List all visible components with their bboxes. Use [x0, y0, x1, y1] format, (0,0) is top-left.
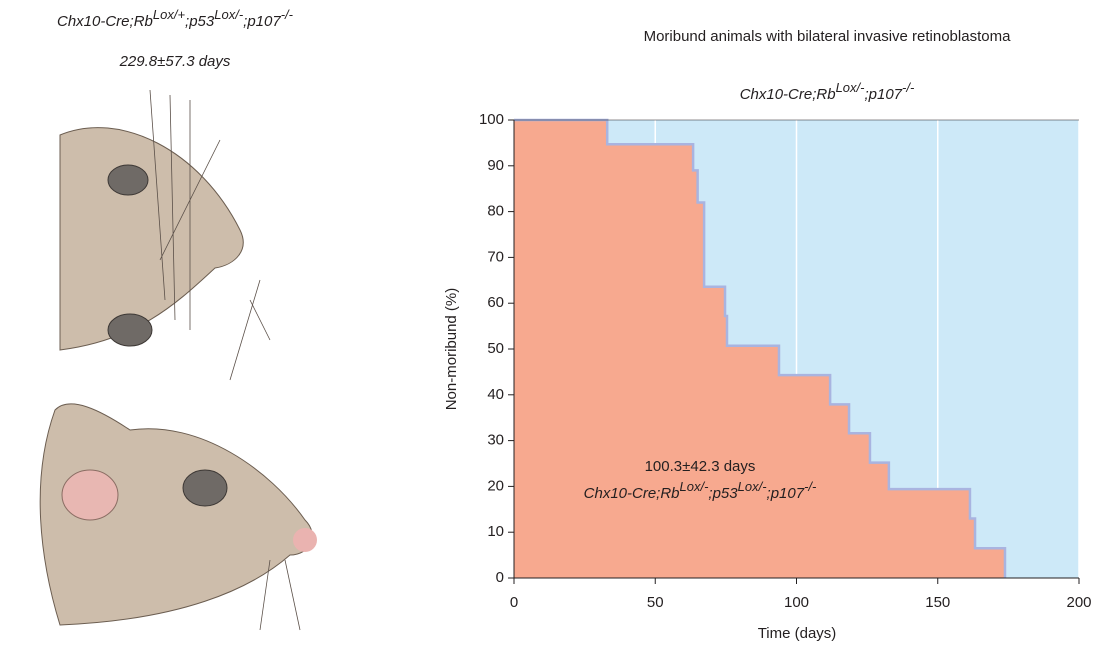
annotation: 100.3±42.3 days: [645, 458, 756, 475]
superscript: -/-: [902, 80, 915, 95]
text-part: ;p53: [185, 13, 215, 30]
y-axis-label: Non-moribund (%): [443, 288, 460, 411]
mouse-illustrations: [39, 89, 317, 631]
annotation-genotype: Chx10-Cre;RbLox/-;p53Lox/-;p107-/-: [584, 479, 817, 502]
y-tick-label: 20: [487, 477, 504, 494]
superscript: -/-: [804, 479, 817, 494]
survival-label: 229.8±57.3 days: [119, 53, 231, 70]
y-tick-label: 50: [487, 340, 504, 357]
chart-subtitle: Chx10-Cre;RbLox/-;p107-/-: [740, 80, 915, 103]
text-part: ;p107: [767, 485, 805, 502]
y-tick-label: 60: [487, 294, 504, 311]
text-part: ;p107: [243, 13, 281, 30]
x-tick-label: 50: [647, 594, 664, 611]
superscript: Lox/-: [214, 7, 244, 22]
superscript: Lox/-: [836, 80, 866, 95]
x-tick-label: 150: [925, 594, 950, 611]
superscript: Lox/+: [153, 7, 186, 22]
x-tick-label: 100: [784, 594, 809, 611]
x-tick-label: 0: [510, 594, 518, 611]
survival-line: [514, 118, 1007, 578]
chart-title: Moribund animals with bilateral invasive…: [644, 28, 1011, 45]
y-tick-label: 100: [479, 111, 504, 128]
y-tick-label: 70: [487, 248, 504, 265]
y-tick-label: 0: [496, 569, 504, 586]
superscript: Lox/-: [680, 479, 710, 494]
genotype-label: Chx10-Cre;RbLox/+;p53Lox/-;p107-/-: [57, 7, 294, 30]
x-tick-label: 200: [1066, 594, 1091, 611]
superscript: Lox/-: [738, 479, 768, 494]
x-axis-label: Time (days): [758, 625, 837, 642]
y-tick-label: 40: [487, 386, 504, 403]
y-tick-label: 10: [487, 523, 504, 540]
text-part: Chx10-Cre;Rb: [740, 86, 836, 103]
superscript: -/-: [281, 7, 294, 22]
text-part: Chx10-Cre;Rb: [584, 485, 680, 502]
text-part: ;p107: [864, 86, 902, 103]
text-part: ;p53: [708, 485, 738, 502]
y-tick-label: 90: [487, 157, 504, 174]
y-tick-label: 80: [487, 203, 504, 220]
text-part: Chx10-Cre;Rb: [57, 13, 153, 30]
y-tick-label: 30: [487, 432, 504, 449]
